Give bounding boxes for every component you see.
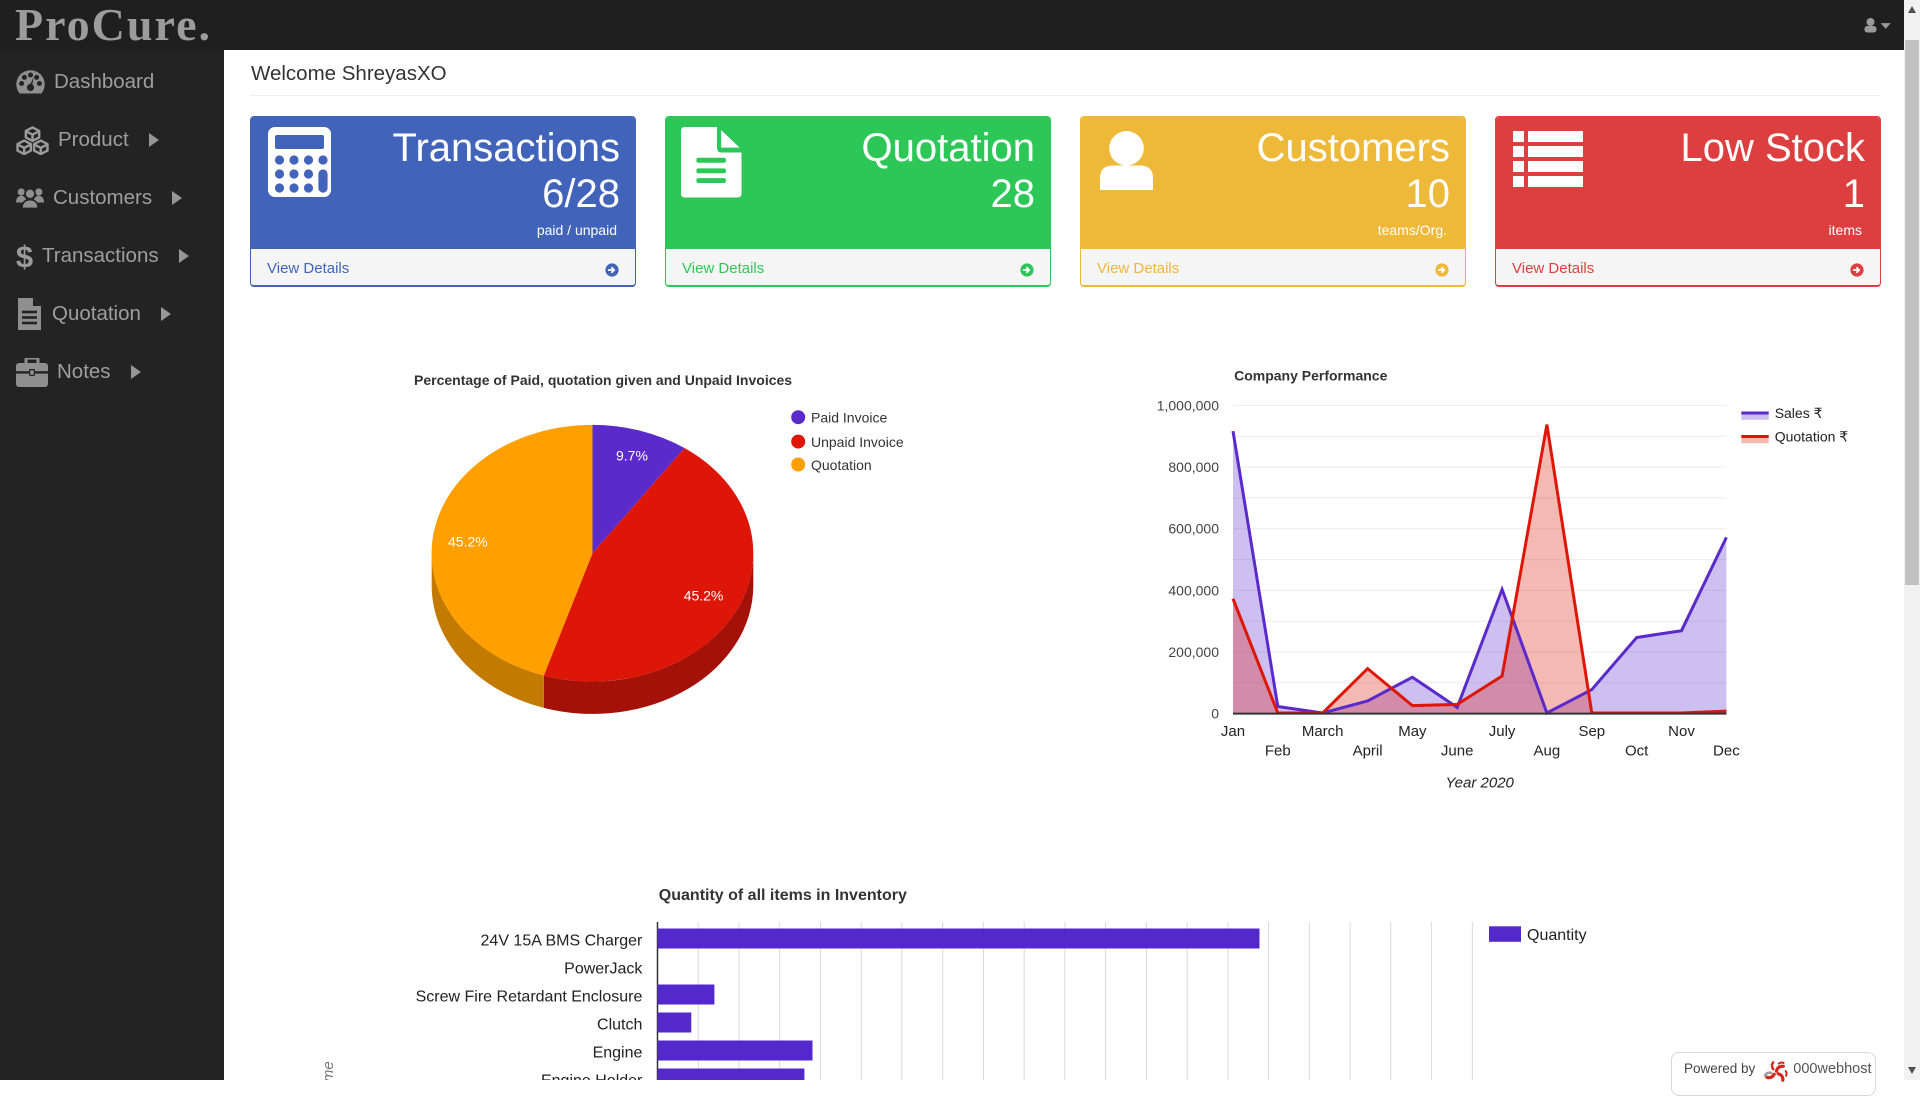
svg-text:Feb: Feb xyxy=(1265,743,1291,760)
svg-text:Engine Holder: Engine Holder xyxy=(541,1072,643,1080)
svg-text:Quantity: Quantity xyxy=(1527,927,1587,944)
svg-text:Screw Fire Retardant Enclosure: Screw Fire Retardant Enclosure xyxy=(416,988,643,1005)
svg-text:June: June xyxy=(1441,743,1474,760)
svg-text:April: April xyxy=(1353,743,1383,760)
svg-text:$: $ xyxy=(16,240,33,272)
svg-text:Company Performance: Company Performance xyxy=(1234,368,1387,384)
svg-text:Quotation: Quotation xyxy=(811,457,872,473)
svg-text:Percentage of Paid, quotation: Percentage of Paid, quotation given and … xyxy=(414,372,792,388)
svg-text:Oct: Oct xyxy=(1625,743,1649,760)
svg-text:July: July xyxy=(1489,723,1516,740)
svg-text:Paid Invoice: Paid Invoice xyxy=(811,410,887,426)
svg-text:Jan: Jan xyxy=(1221,723,1245,740)
svg-text:PowerJack: PowerJack xyxy=(564,960,643,977)
svg-text:Item Name: Item Name xyxy=(320,1061,337,1080)
svg-text:Quotation ₹: Quotation ₹ xyxy=(1775,429,1849,445)
svg-text:Unpaid Invoice: Unpaid Invoice xyxy=(811,434,904,450)
svg-text:45.2%: 45.2% xyxy=(448,533,488,549)
svg-text:Aug: Aug xyxy=(1534,743,1561,760)
svg-text:400,000: 400,000 xyxy=(1168,582,1219,598)
svg-text:Nov: Nov xyxy=(1668,723,1695,740)
svg-text:May: May xyxy=(1398,723,1427,740)
svg-text:0: 0 xyxy=(1211,706,1219,722)
svg-text:Sales ₹: Sales ₹ xyxy=(1775,405,1823,421)
svg-text:Clutch: Clutch xyxy=(597,1016,642,1033)
svg-text:1,000,000: 1,000,000 xyxy=(1157,398,1219,414)
svg-text:Engine: Engine xyxy=(593,1044,643,1061)
svg-text:Year 2020: Year 2020 xyxy=(1445,775,1514,792)
svg-text:800,000: 800,000 xyxy=(1168,459,1219,475)
svg-text:Dec: Dec xyxy=(1713,743,1740,760)
svg-text:Quantity of all items in Inven: Quantity of all items in Inventory xyxy=(659,887,907,904)
svg-text:45.2%: 45.2% xyxy=(684,588,724,604)
svg-text:600,000: 600,000 xyxy=(1168,521,1219,537)
svg-text:24V 15A BMS Charger: 24V 15A BMS Charger xyxy=(481,932,644,949)
svg-text:March: March xyxy=(1302,723,1344,740)
svg-text:9.7%: 9.7% xyxy=(616,448,648,464)
svg-text:200,000: 200,000 xyxy=(1168,644,1219,660)
svg-text:Sep: Sep xyxy=(1578,723,1605,740)
